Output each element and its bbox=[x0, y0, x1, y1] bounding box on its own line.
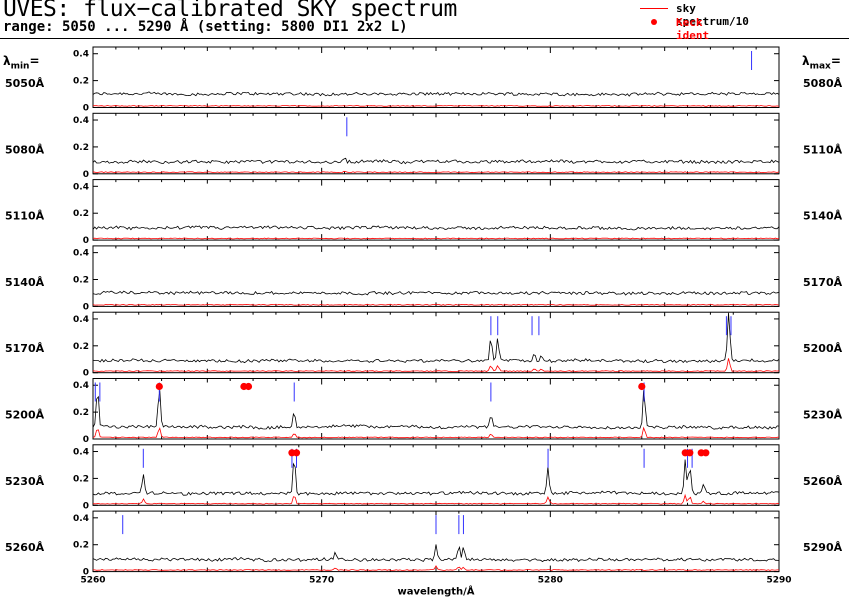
row-label-lmin: 5200Å bbox=[5, 409, 45, 422]
spectrum-line bbox=[92, 290, 780, 296]
keck-ident-dot bbox=[244, 382, 253, 391]
y-tick-label: 0.2 bbox=[73, 143, 89, 153]
sky-spectrum-line bbox=[92, 303, 780, 306]
lambda-min-header: λmin= bbox=[3, 54, 40, 72]
keck-ident-dot bbox=[686, 449, 694, 457]
y-tick-label: 0 bbox=[83, 369, 89, 379]
spectrum-line bbox=[92, 157, 780, 165]
y-tick-label: 0.4 bbox=[73, 249, 89, 259]
row-label-lmax: 5290Å bbox=[803, 541, 843, 554]
keck-ident-dot bbox=[702, 449, 710, 457]
y-tick-label: 0.4 bbox=[73, 182, 89, 192]
row-label-lmin: 5050Å bbox=[5, 77, 45, 90]
sky-spectrum-line bbox=[92, 426, 780, 439]
sky-spectrum-line bbox=[92, 237, 780, 240]
row-label-lmin: 5170Å bbox=[5, 342, 45, 355]
spectrum-line bbox=[92, 312, 780, 364]
y-tick-label: 0.4 bbox=[73, 514, 89, 524]
chart-title: UVES: flux−calibrated SKY spectrum bbox=[3, 0, 457, 22]
spectrum-line bbox=[92, 390, 780, 430]
row-label-lmax: 5230Å bbox=[803, 409, 843, 422]
y-tick-label: 0.2 bbox=[73, 342, 89, 352]
lambda-min-sub: min bbox=[10, 61, 30, 72]
x-tick-label: 5280 bbox=[538, 576, 563, 586]
x-tick-label: 5270 bbox=[309, 576, 334, 586]
y-tick-label: 0 bbox=[83, 236, 89, 246]
row-label-lmax: 5200Å bbox=[803, 342, 843, 355]
keck-ident-dot bbox=[638, 382, 646, 391]
sky-spectrum-line bbox=[92, 170, 780, 174]
sky-spectrum-line bbox=[92, 358, 780, 372]
sky-spectrum-line bbox=[92, 493, 780, 505]
lambda-max-sub: max bbox=[809, 61, 831, 72]
spectrum-line bbox=[92, 544, 780, 563]
y-tick-label: 0.4 bbox=[73, 448, 89, 458]
panel-frame bbox=[92, 378, 780, 440]
lambda-max-header: λmax= bbox=[802, 54, 841, 72]
spectrum-line bbox=[92, 91, 780, 97]
x-tick-label: 5260 bbox=[80, 576, 105, 586]
x-axis-label: wavelength/Å bbox=[397, 585, 474, 598]
y-tick-label: 0 bbox=[83, 302, 89, 312]
y-tick-label: 0 bbox=[83, 104, 89, 114]
row-label-lmin: 5080Å bbox=[5, 143, 45, 156]
y-tick-label: 0.4 bbox=[73, 50, 89, 60]
y-tick-label: 0 bbox=[83, 435, 89, 445]
x-tick-label: 5290 bbox=[766, 576, 791, 586]
y-tick-label: 0.2 bbox=[73, 77, 89, 87]
row-label-lmin: 5110Å bbox=[5, 210, 45, 223]
y-tick-label: 0 bbox=[83, 501, 89, 511]
y-tick-label: 0.2 bbox=[73, 474, 89, 484]
y-tick-label: 0.2 bbox=[73, 408, 89, 418]
header-divider bbox=[0, 38, 849, 39]
spectrum-line bbox=[92, 459, 780, 496]
y-tick-label: 0.2 bbox=[73, 209, 89, 219]
sky-spectrum-line bbox=[92, 105, 780, 107]
y-tick-label: 0.4 bbox=[73, 116, 89, 126]
spectrum-line bbox=[92, 225, 780, 231]
row-label-lmax: 5170Å bbox=[803, 276, 843, 289]
row-label-lmax: 5260Å bbox=[803, 475, 843, 488]
keck-ident-dot bbox=[155, 382, 163, 391]
row-label-lmax: 5110Å bbox=[803, 143, 843, 156]
legend-line-swatch bbox=[640, 8, 668, 9]
y-tick-label: 0.4 bbox=[73, 315, 89, 325]
sky-spectrum-line bbox=[92, 565, 779, 571]
panel-frame bbox=[92, 444, 780, 506]
legend-label-sky: sky spectrum/10 bbox=[676, 2, 749, 28]
legend-label-ident: Keck ident bbox=[676, 16, 710, 42]
panel-frame bbox=[92, 179, 780, 241]
row-label-lmin: 5230Å bbox=[5, 475, 45, 488]
panel-frame bbox=[92, 46, 780, 108]
panel-frame bbox=[92, 311, 780, 374]
row-label-lmin: 5140Å bbox=[5, 276, 45, 289]
panel-frame bbox=[92, 245, 780, 307]
y-tick-label: 0 bbox=[83, 170, 89, 180]
chart-subtitle: range: 5050 ... 5290 Å (setting: 5800 DI… bbox=[3, 19, 408, 35]
keck-ident-dot bbox=[292, 449, 301, 457]
row-label-lmax: 5140Å bbox=[803, 210, 843, 223]
y-tick-label: 0.2 bbox=[73, 541, 89, 551]
y-tick-label: 0.4 bbox=[73, 381, 89, 391]
y-tick-label: 0.2 bbox=[73, 276, 89, 286]
panel-frame bbox=[92, 112, 780, 175]
row-label-lmin: 5260Å bbox=[5, 541, 45, 554]
row-label-lmax: 5080Å bbox=[803, 77, 843, 90]
legend-dot-swatch bbox=[651, 19, 657, 25]
y-tick-label: 0 bbox=[83, 568, 89, 578]
